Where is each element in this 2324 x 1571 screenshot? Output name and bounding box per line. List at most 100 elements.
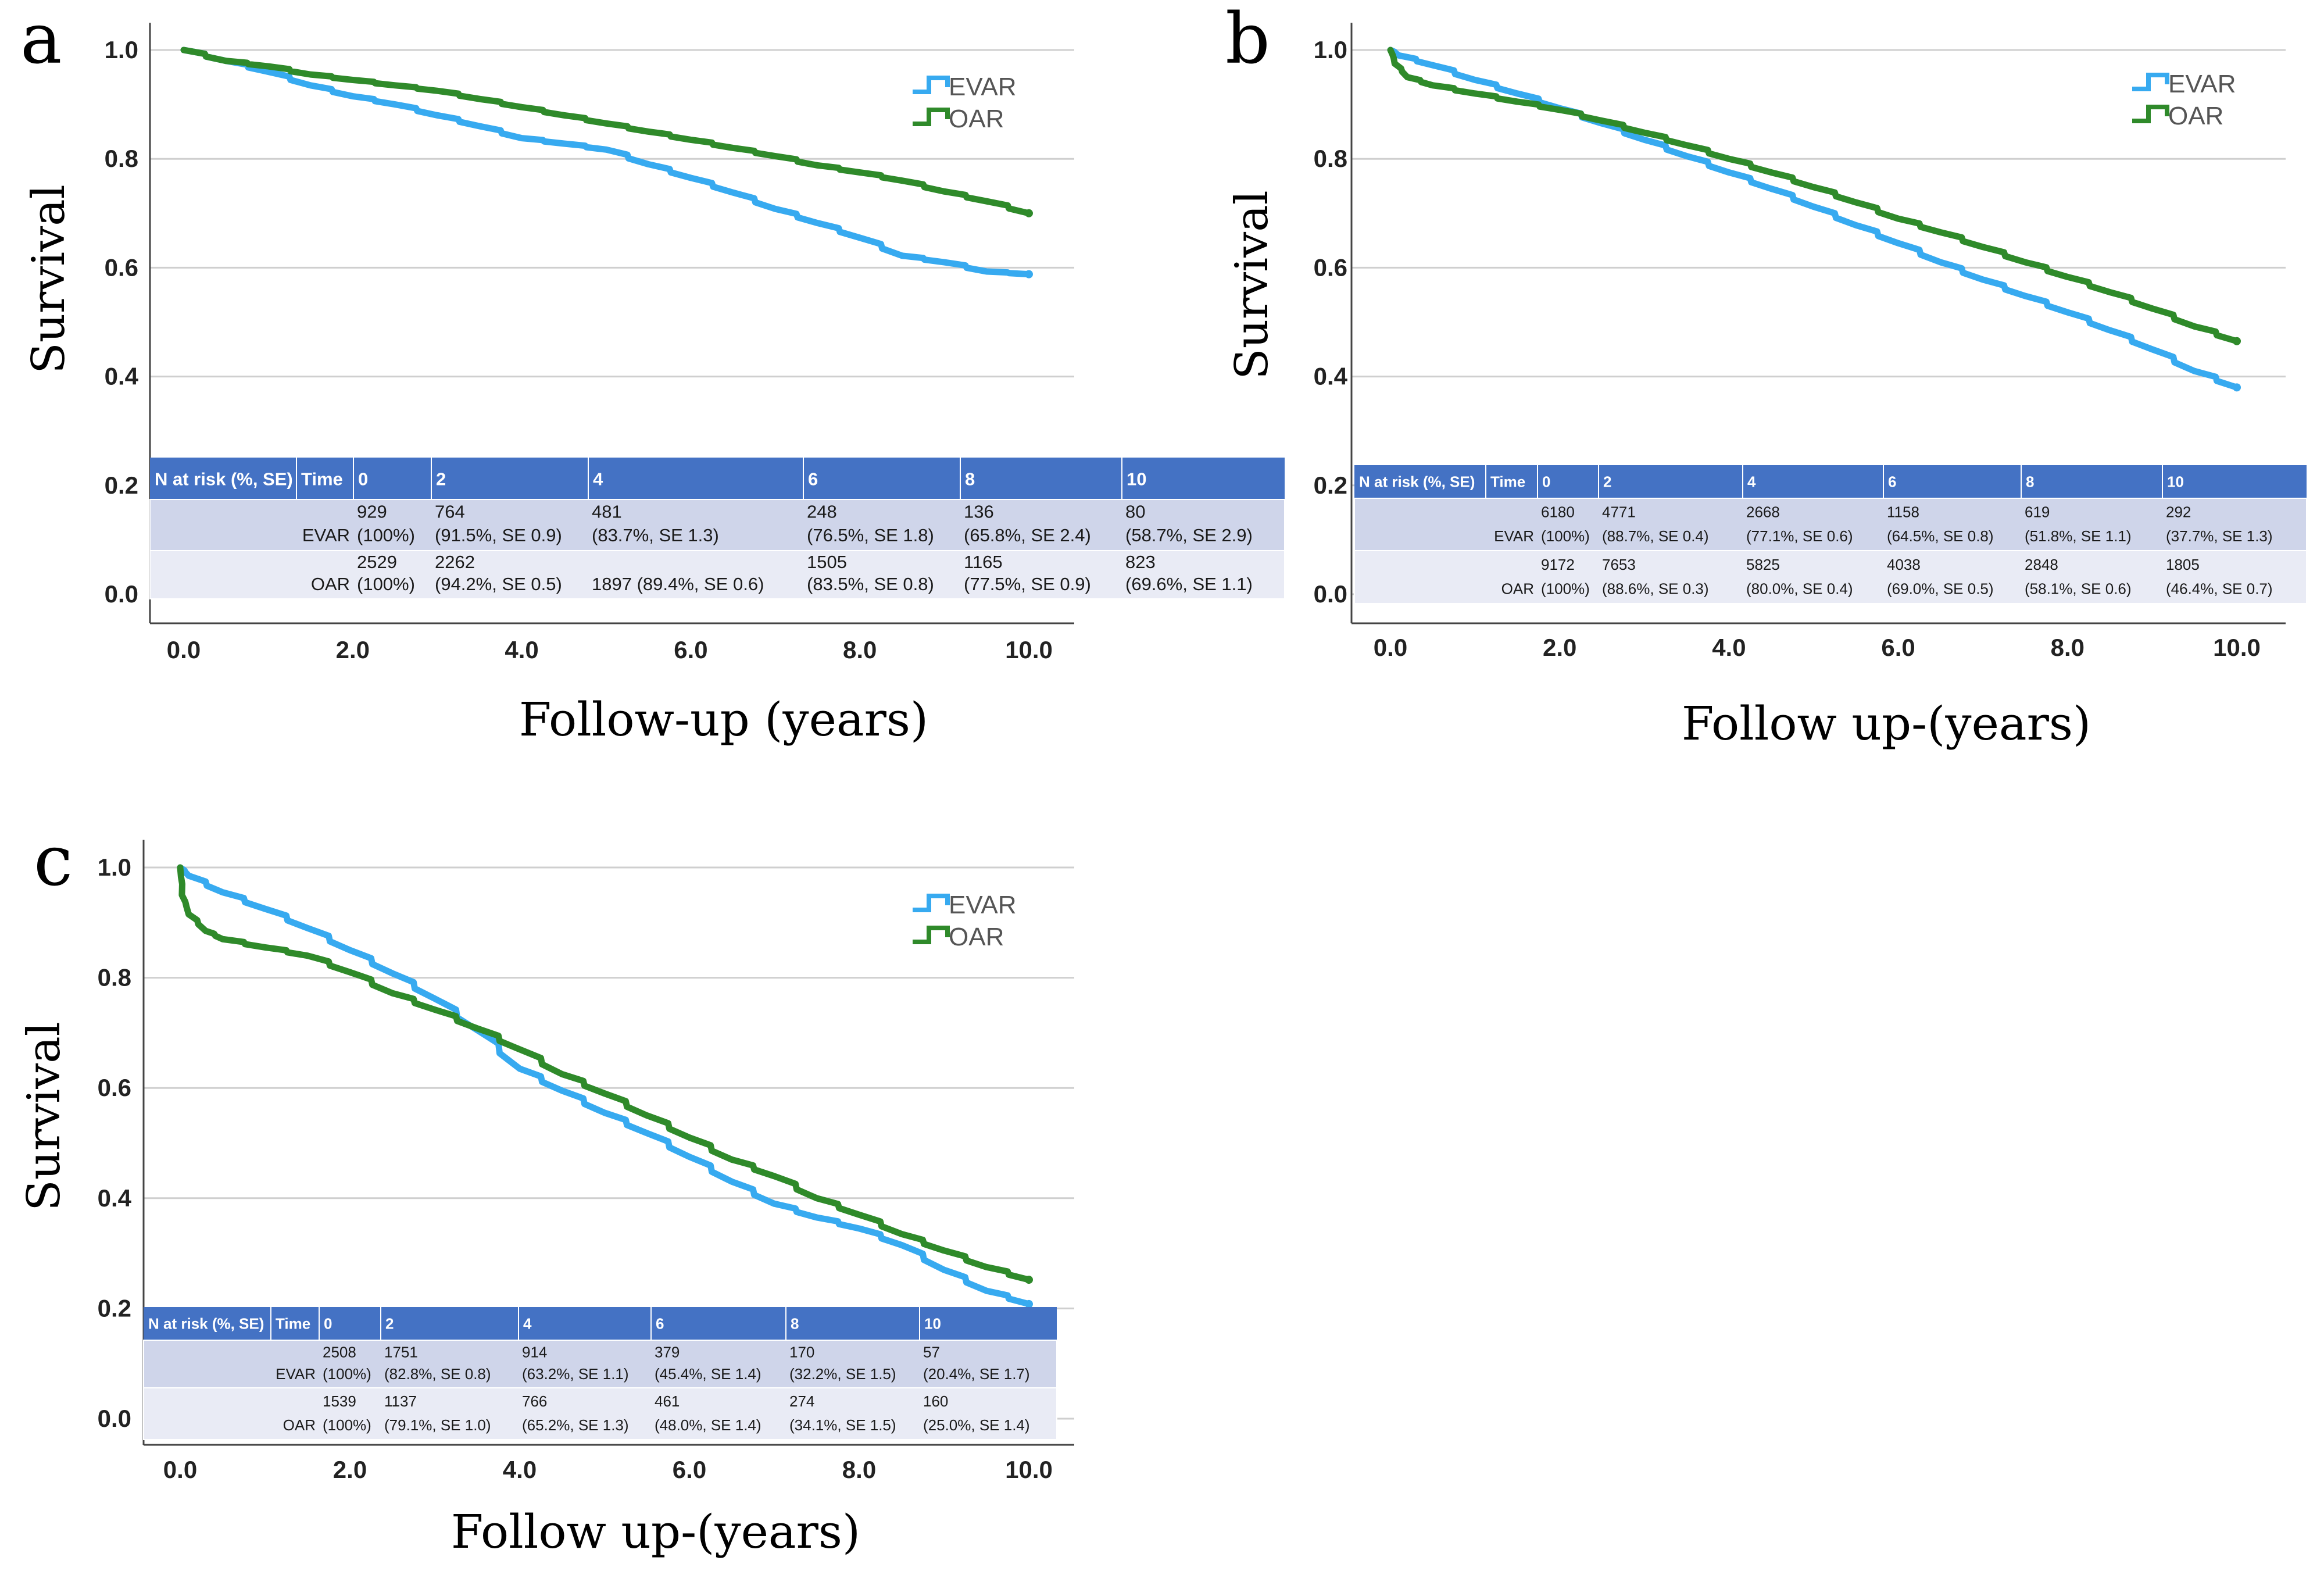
risk-table-count: 1805 (2166, 556, 2200, 573)
risk-table-percent: (32.2%, SE 1.5) (789, 1365, 896, 1383)
risk-table-header-cell: 2 (436, 469, 446, 490)
legend-label-evar: EVAR (949, 73, 1017, 101)
x-tick-label: 4.0 (505, 636, 538, 663)
risk-table-percent: (100%) (323, 1365, 371, 1383)
risk-table-percent: (94.2%, SE 0.5) (435, 574, 562, 594)
risk-table-percent: (80.0%, SE 0.4) (1746, 580, 1853, 598)
risk-table-row-label: OAR (283, 1416, 316, 1434)
risk-table-percent: (88.7%, SE 0.4) (1602, 527, 1709, 545)
risk-table-header-cell: 0 (358, 469, 368, 490)
legend-label-evar: EVAR (2168, 70, 2236, 98)
risk-table-percent: (65.2%, SE 1.3) (522, 1416, 629, 1434)
risk-table-count: 2262 (435, 552, 475, 572)
y-tick-label: 0.0 (105, 580, 138, 608)
x-axis-label: Follow up-(years) (451, 1505, 860, 1559)
risk-table-percent: (46.4%, SE 0.7) (2166, 580, 2273, 598)
x-tick-label: 8.0 (843, 636, 877, 663)
y-tick-label: 0.4 (98, 1184, 132, 1212)
panel-b: b 0.0 0.2 0.4 0.6 0.8 1.0 Survival 0.0 2.0 4.0 6.0 8… (1225, 0, 2307, 751)
risk-table-count: 1751 (384, 1344, 418, 1361)
risk-table-count: 9172 (1541, 556, 1575, 573)
risk-table-count: 136 (964, 502, 994, 522)
risk-table-percent: (76.5%, SE 1.8) (807, 525, 934, 545)
risk-table-header-cell: N at risk (%, SE) (1359, 473, 1475, 491)
risk-table-count: 2668 (1746, 503, 1780, 520)
risk-table-header-cell: 10 (2167, 473, 2184, 491)
y-tick-label: 0.6 (98, 1074, 131, 1101)
x-tick-label: 6.0 (674, 636, 707, 663)
risk-table-count: 1165 (964, 552, 1003, 572)
risk-table-count: 764 (435, 502, 465, 522)
legend-swatch-oar (913, 926, 950, 944)
risk-table-count: 4771 (1602, 503, 1636, 520)
risk-table-percent: (100%) (1541, 580, 1590, 598)
risk-table-count: 7653 (1602, 556, 1636, 573)
risk-table-header-cell: 8 (2026, 473, 2034, 491)
risk-table-header-cell: 2 (385, 1315, 394, 1333)
x-tick-label: 8.0 (2051, 634, 2085, 661)
risk-table-percent: (83.7%, SE 1.3) (592, 525, 719, 545)
risk-table-percent: (69.6%, SE 1.1) (1125, 574, 1253, 594)
y-tick-label: 0.8 (98, 964, 131, 991)
curve-end-marker-oar (1025, 209, 1033, 217)
risk-table-header-bg (1354, 465, 2307, 498)
risk-table-percent: (77.1%, SE 0.6) (1746, 527, 1853, 545)
risk-table-count: 57 (923, 1344, 940, 1361)
survival-curve-oar (177, 864, 1032, 1283)
y-tick-label: 0.4 (1314, 363, 1348, 390)
y-tick-label: 0.0 (1314, 580, 1347, 608)
risk-table-count: 619 (2025, 503, 2050, 520)
risk-table-row-bg (149, 499, 1285, 551)
x-tick-label: 10.0 (1005, 1456, 1053, 1483)
risk-table-percent: (58.7%, SE 2.9) (1125, 525, 1253, 545)
y-axis-label: Survival (18, 1022, 70, 1211)
curve-end-marker-oar (2233, 337, 2241, 345)
x-axis-label: Follow-up (years) (519, 692, 928, 747)
risk-table-percent: 1897 (89.4%, SE 0.6) (592, 574, 764, 594)
y-tick-label: 0.2 (98, 1294, 131, 1322)
x-tick-label: 0.0 (1374, 634, 1407, 661)
panel-letter: a (20, 0, 62, 80)
risk-table-row-bg (1354, 550, 2307, 604)
x-tick-label: 2.0 (1543, 634, 1576, 661)
risk-table-count: 929 (357, 502, 387, 522)
risk-table-row-bg (143, 1340, 1057, 1388)
legend-swatch-evar (913, 76, 950, 94)
risk-table-count: 379 (655, 1344, 680, 1361)
risk-table-row-label: OAR (1501, 580, 1534, 598)
risk-table-count: 170 (789, 1344, 814, 1361)
risk-table-percent: (48.0%, SE 1.4) (655, 1416, 761, 1434)
x-tick-label: 10.0 (1005, 636, 1053, 663)
panel-a: a 0.0 0.2 0.4 0.6 0.8 1.0 Survival 0.0 2.0 4.0 6.0 8… (20, 0, 1285, 747)
risk-table-percent: (51.8%, SE 1.1) (2025, 527, 2132, 545)
curve-end-marker-evar (2233, 383, 2241, 392)
y-tick-label: 1.0 (98, 854, 131, 881)
risk-table-count: 80 (1125, 502, 1145, 522)
risk-table-count: 1539 (323, 1393, 356, 1410)
risk-table-header-cell: 10 (924, 1315, 941, 1333)
x-tick-label: 6.0 (673, 1456, 706, 1483)
risk-table-header-cell: 10 (1127, 469, 1146, 490)
risk-table-header-cell: N at risk (%, SE) (155, 469, 293, 490)
risk-table-count: 6180 (1541, 503, 1575, 520)
survival-curve-evar (177, 864, 1032, 1308)
legend-swatch-oar (913, 108, 950, 126)
risk-table-count: 5825 (1746, 556, 1780, 573)
risk-table-header-cell: 4 (1747, 473, 1756, 491)
risk-table-percent: (58.1%, SE 0.6) (2025, 580, 2132, 598)
x-tick-label: 6.0 (1881, 634, 1915, 661)
y-tick-label: 0.2 (1314, 472, 1347, 499)
x-tick-label: 2.0 (336, 636, 370, 663)
risk-table-percent: (100%) (1541, 527, 1590, 545)
risk-table-header-cell: 6 (808, 469, 818, 490)
risk-table-count: 292 (2166, 503, 2191, 520)
risk-table-count: 1505 (807, 552, 847, 572)
survival-curve-evar (180, 47, 1032, 278)
y-tick-label: 0.8 (1314, 145, 1347, 172)
risk-table-header-cell: 6 (656, 1315, 664, 1333)
risk-table-header-cell: 0 (1542, 473, 1550, 491)
risk-table-header-bg (150, 458, 1285, 499)
y-axis-label: Survival (23, 184, 75, 373)
risk-table-row-label: EVAR (276, 1365, 316, 1383)
risk-table-percent: (88.6%, SE 0.3) (1602, 580, 1709, 598)
